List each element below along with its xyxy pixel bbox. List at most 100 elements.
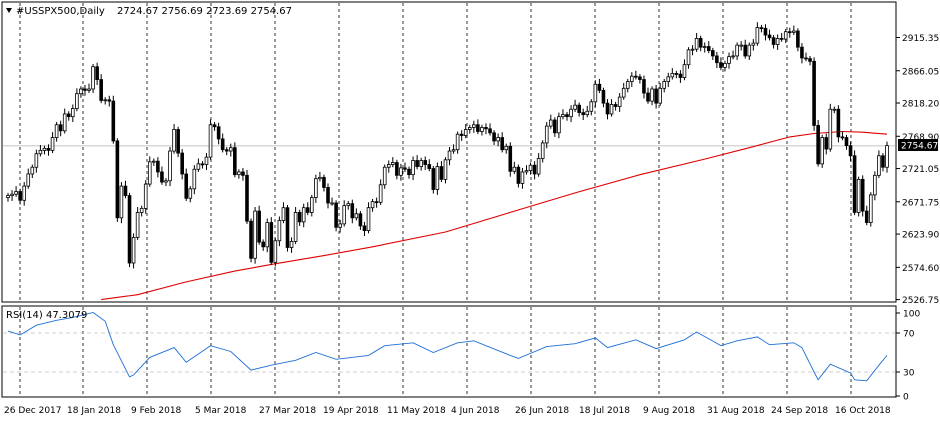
chart-title: #USSPX500,Daily (16, 6, 105, 17)
candle-body (731, 55, 735, 58)
candle-body (617, 96, 622, 107)
y-tick-label: 2623.90 (902, 231, 939, 241)
candle-body (755, 27, 760, 44)
candle-body (184, 173, 189, 199)
x-tick-label: 31 Aug 2018 (707, 406, 765, 416)
candle-body (536, 158, 541, 175)
candle-body (87, 88, 91, 91)
candle-body (285, 207, 290, 248)
candle-body (573, 104, 577, 110)
y-tick-label: 2671.75 (902, 198, 939, 208)
candle-body (427, 164, 432, 169)
candle-body (281, 207, 286, 221)
candle-body (342, 205, 347, 225)
candle-body (540, 142, 545, 159)
candle-body (382, 166, 387, 186)
candle-body (472, 124, 476, 128)
candle-body (378, 184, 383, 203)
candle-body (358, 213, 363, 227)
candle-body (139, 207, 144, 213)
candle-body (395, 162, 399, 176)
candle-body (840, 136, 845, 139)
x-tick-label: 26 Dec 2017 (4, 406, 62, 416)
candle-body (492, 132, 496, 142)
candle-body (646, 92, 650, 102)
candle-body (10, 193, 14, 196)
candle-body (443, 159, 448, 180)
candle-body (196, 163, 201, 170)
candle-body (881, 155, 885, 168)
candle-body (407, 168, 411, 176)
candle-body (832, 108, 837, 111)
candle-body (476, 124, 480, 132)
candle-body (277, 220, 282, 242)
candle-body (411, 160, 415, 176)
candle-body (192, 168, 197, 190)
candle-body (759, 27, 764, 30)
candle-body (95, 66, 99, 80)
candle-body (26, 173, 31, 187)
candle-body (233, 147, 237, 176)
candle-body (589, 101, 594, 112)
candle-body (208, 124, 213, 158)
x-tick-label: 18 Jul 2018 (579, 406, 630, 416)
x-tick-label: 16 Oct 2018 (835, 406, 891, 416)
y-tick-label: 2526.75 (902, 296, 939, 306)
candle-body (706, 46, 711, 51)
candle-body (439, 166, 444, 180)
dropdown-triangle-icon[interactable] (6, 8, 12, 13)
candle-body (743, 44, 748, 57)
candle-body (694, 38, 699, 50)
candle-body (269, 222, 274, 263)
rsi-y-tick-label: 70 (903, 330, 915, 340)
y-tick-label: 2915.35 (902, 34, 939, 44)
candle-body (682, 64, 687, 78)
candle-body (877, 155, 881, 176)
candle-body (176, 129, 180, 154)
candle-body (257, 210, 261, 243)
candle-body (127, 195, 132, 264)
candle-body (354, 213, 359, 219)
candle-body (698, 38, 703, 48)
candle-body (812, 60, 816, 126)
candle-body (435, 166, 440, 190)
candle-body (828, 108, 833, 150)
candle-body (735, 44, 739, 57)
candle-body (160, 171, 164, 183)
candle-body (350, 203, 355, 219)
candle-body (135, 212, 140, 238)
candle-body (71, 108, 75, 118)
candle-body (38, 149, 43, 155)
candle-body (868, 194, 873, 223)
candle-body (164, 180, 168, 183)
candle-body (301, 207, 306, 223)
candle-body (172, 129, 176, 152)
candle-body (459, 133, 464, 136)
candle-body (723, 62, 727, 68)
candle-body (885, 145, 889, 168)
candle-body (326, 187, 330, 204)
y-tick-label: 2768.90 (902, 133, 939, 143)
candle-body (156, 160, 160, 173)
candle-body (767, 34, 772, 39)
y-tick-label: 2818.20 (902, 100, 939, 110)
candle-body (836, 108, 841, 138)
candle-body (212, 124, 217, 128)
x-tick-label: 11 May 2018 (387, 406, 446, 416)
candle-body (873, 174, 877, 196)
candle-body (500, 137, 504, 151)
candle-body (463, 129, 468, 136)
candle-body (565, 114, 569, 118)
x-tick-label: 18 Jan 2018 (67, 406, 121, 416)
candle-body (334, 202, 338, 228)
candle-body (152, 160, 156, 163)
candle-body (800, 46, 804, 59)
candle-body (14, 191, 18, 195)
candle-body (577, 104, 581, 114)
candle-body (147, 161, 152, 185)
candle-body (488, 128, 492, 134)
candle-body (83, 88, 87, 91)
candle-body (504, 145, 509, 151)
candle-body (512, 166, 517, 172)
candle-body (613, 104, 618, 107)
